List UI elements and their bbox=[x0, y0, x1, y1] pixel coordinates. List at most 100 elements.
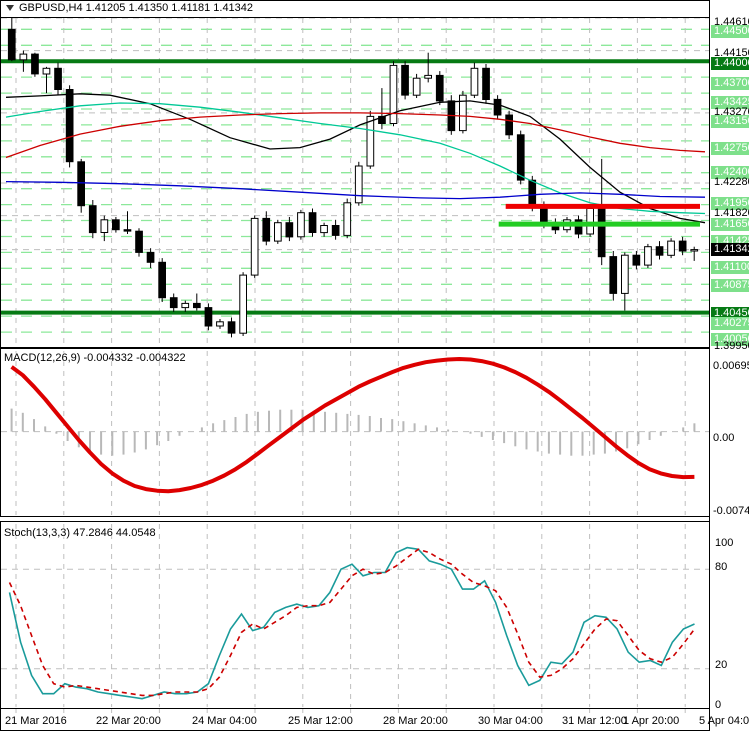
price-label: 1.44000 bbox=[711, 57, 749, 70]
candle bbox=[193, 302, 201, 309]
price-label: 1.42280 bbox=[714, 176, 749, 188]
candle bbox=[493, 98, 502, 116]
candle bbox=[239, 274, 248, 334]
candle bbox=[424, 74, 432, 79]
price-label: 1.42400 bbox=[711, 166, 749, 179]
candle bbox=[274, 222, 282, 242]
stoch-axis-label: 80 bbox=[715, 561, 728, 573]
candle bbox=[470, 67, 479, 96]
price-label: 1.41650 bbox=[711, 218, 749, 231]
candle bbox=[667, 240, 675, 256]
macd-signal-line bbox=[10, 357, 695, 494]
time-label: 31 Mar 12:00 bbox=[562, 715, 627, 727]
candle bbox=[621, 254, 629, 294]
stochastic-panel[interactable] bbox=[0, 522, 710, 708]
candle bbox=[528, 179, 537, 207]
candle bbox=[586, 208, 594, 235]
price-label: 1.40050 bbox=[711, 333, 749, 346]
price-label: 1.42750 bbox=[711, 142, 749, 155]
candle bbox=[482, 67, 490, 101]
time-axis[interactable]: 21 Mar 2016 22 Mar 20:00 24 Mar 04:00 25 Ma… bbox=[0, 708, 749, 731]
time-label: 24 Mar 04:00 bbox=[192, 715, 257, 727]
price-chart-panel[interactable] bbox=[0, 0, 710, 348]
candle bbox=[401, 64, 409, 96]
chart-header: GBPUSD,H4 1.41205 1.41350 1.41181 1.4134… bbox=[6, 2, 253, 14]
candle bbox=[77, 161, 86, 207]
price-label: 1.41342 bbox=[711, 243, 749, 256]
price-label: 1.41950 bbox=[711, 197, 749, 210]
candle bbox=[632, 254, 641, 266]
candle bbox=[123, 229, 132, 232]
price-label: 1.43425 bbox=[711, 96, 749, 109]
candle bbox=[65, 89, 74, 163]
candle bbox=[354, 165, 363, 204]
price-label: 1.44150 bbox=[714, 47, 749, 59]
price-label: 1.40275 bbox=[711, 317, 749, 330]
candle bbox=[343, 202, 352, 236]
symbol-period-ohlc: GBPUSD,H4 1.41205 1.41350 1.41181 1.4134… bbox=[19, 2, 254, 14]
caret-down-icon[interactable] bbox=[6, 5, 14, 11]
candle bbox=[435, 74, 444, 102]
candle bbox=[100, 219, 109, 234]
price-label: 1.41100 bbox=[711, 261, 749, 274]
candle bbox=[112, 219, 120, 231]
candle bbox=[250, 217, 259, 276]
candle bbox=[216, 321, 224, 327]
candle bbox=[678, 240, 687, 252]
candle bbox=[169, 297, 178, 309]
stoch-gridlines bbox=[1, 524, 709, 707]
candle bbox=[609, 256, 618, 294]
candle bbox=[7, 28, 16, 61]
candle bbox=[597, 208, 606, 258]
candle bbox=[88, 205, 97, 234]
candle bbox=[42, 67, 51, 75]
price-label: 1.41820 bbox=[714, 207, 749, 219]
stochastic-canvas[interactable] bbox=[0, 522, 710, 708]
candle bbox=[181, 302, 190, 309]
candle bbox=[285, 222, 294, 238]
candle bbox=[54, 67, 62, 91]
price-label: 1.40450 bbox=[711, 307, 749, 320]
price-label: 1.44610 bbox=[714, 16, 749, 28]
candle bbox=[690, 249, 699, 252]
candle bbox=[389, 64, 398, 124]
price-label: 1.43150 bbox=[711, 115, 749, 128]
time-label: 5 Apr 04:00 bbox=[699, 715, 749, 727]
candle bbox=[331, 225, 340, 236]
macd-legend: MACD(12,26,9) -0.004332 -0.004322 bbox=[4, 352, 186, 364]
candle bbox=[516, 134, 525, 181]
macd-panel[interactable] bbox=[0, 349, 710, 516]
candle bbox=[227, 321, 236, 334]
candle bbox=[412, 77, 421, 96]
macd-axis-label: 0.006952 bbox=[713, 360, 749, 372]
candle bbox=[297, 212, 305, 238]
time-label: 25 Mar 12:00 bbox=[288, 715, 353, 727]
price-label: 1.44500 bbox=[711, 25, 749, 38]
price-label: 1.43700 bbox=[711, 77, 749, 90]
time-label: 22 Mar 20:00 bbox=[96, 715, 161, 727]
time-label: 30 Mar 04:00 bbox=[478, 715, 543, 727]
price-label: 1.43270 bbox=[714, 106, 749, 118]
candle bbox=[366, 115, 375, 167]
candle bbox=[146, 251, 155, 263]
candle bbox=[135, 230, 143, 253]
time-label: 21 Mar 2016 bbox=[5, 715, 67, 727]
candle bbox=[655, 246, 664, 256]
candle bbox=[31, 53, 39, 75]
macd-histogram bbox=[10, 408, 696, 456]
candle bbox=[204, 307, 213, 327]
macd-axis-label: 0.00 bbox=[713, 432, 735, 444]
price-chart-canvas[interactable] bbox=[0, 0, 710, 348]
stoch-axis-label: 0 bbox=[715, 699, 722, 711]
candle bbox=[505, 114, 513, 136]
candle bbox=[262, 217, 271, 242]
macd-canvas[interactable] bbox=[0, 349, 710, 516]
candle bbox=[158, 261, 167, 299]
time-label: 28 Mar 20:00 bbox=[383, 715, 448, 727]
macd-axis-label: -0.007406 bbox=[713, 505, 749, 517]
stoch-axis-label: 20 bbox=[715, 659, 728, 671]
time-label: 1 Apr 20:00 bbox=[623, 715, 680, 727]
candle bbox=[320, 225, 328, 234]
